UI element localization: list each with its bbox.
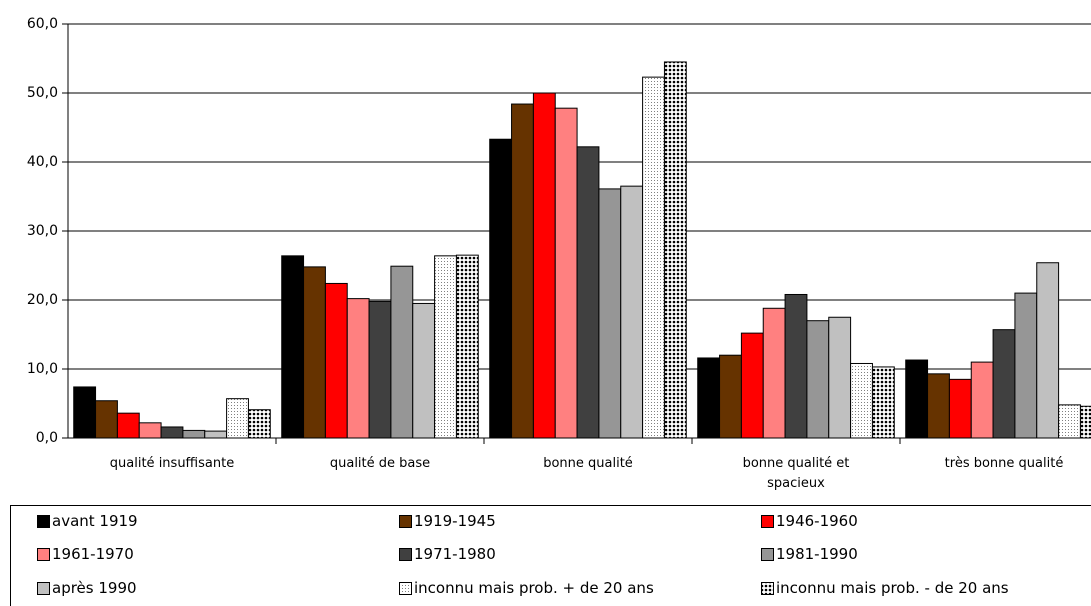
bar — [204, 430, 228, 439]
legend-swatch — [37, 548, 50, 561]
legend-label: avant 1919 — [52, 512, 138, 530]
bar — [73, 386, 97, 439]
y-tick-label: 0,0 — [36, 430, 58, 446]
legend-label: 1961-1970 — [52, 545, 134, 563]
y-tick-label: 40,0 — [27, 154, 58, 170]
bar — [970, 361, 994, 439]
bar — [992, 329, 1016, 439]
x-tick-label: qualité de base — [329, 456, 431, 471]
legend-label: 1946-1960 — [776, 512, 858, 530]
bar — [281, 255, 305, 439]
bar — [434, 255, 457, 439]
bar — [511, 103, 534, 439]
bar — [905, 359, 929, 439]
bar — [850, 362, 873, 439]
bar — [927, 373, 950, 439]
bar — [697, 357, 721, 439]
bar — [663, 61, 687, 439]
x-tick-label: qualité insuffisante — [109, 456, 235, 471]
x-tick-label: bonne qualité — [543, 456, 633, 471]
bar — [598, 188, 622, 439]
bar — [324, 282, 348, 439]
bar — [554, 107, 578, 439]
bar — [576, 146, 600, 439]
bar — [226, 398, 249, 439]
legend-swatch — [399, 548, 412, 561]
legend-label: 1981-1990 — [776, 545, 858, 563]
x-tick-label: très bonne qualité — [944, 456, 1064, 471]
bar — [1014, 292, 1038, 439]
legend-swatch — [37, 582, 50, 595]
legend-label: après 1990 — [52, 579, 137, 597]
bar — [1058, 404, 1081, 439]
bar — [303, 266, 326, 439]
bar — [455, 254, 479, 439]
legend-label: inconnu mais prob. - de 20 ans — [776, 579, 1009, 597]
bar — [806, 320, 830, 439]
legend-swatch — [761, 582, 774, 595]
bar — [390, 265, 414, 439]
legend-swatch — [399, 515, 412, 528]
bar — [160, 426, 184, 439]
legend-swatch — [761, 548, 774, 561]
y-tick-label: 10,0 — [27, 361, 58, 377]
y-tick-label: 30,0 — [27, 223, 58, 239]
bar — [116, 412, 140, 439]
bar — [412, 302, 436, 439]
bar — [247, 409, 271, 439]
legend-swatch — [761, 515, 774, 528]
y-tick-label: 50,0 — [27, 85, 58, 101]
legend-label: 1971-1980 — [414, 545, 496, 563]
y-tick-label: 20,0 — [27, 292, 58, 308]
y-tick-label: 60,0 — [27, 16, 58, 32]
bar — [784, 293, 808, 439]
bar — [871, 366, 895, 439]
bar — [182, 429, 206, 439]
bar — [948, 378, 972, 439]
bar — [138, 422, 162, 439]
bar — [346, 298, 370, 439]
bar — [1079, 405, 1091, 439]
bar — [828, 316, 852, 439]
legend-box — [10, 505, 1091, 606]
bar — [762, 307, 786, 439]
bar — [642, 76, 665, 439]
bar — [532, 92, 556, 439]
bar — [1036, 262, 1060, 439]
bar — [489, 138, 513, 439]
legend-swatch — [37, 515, 50, 528]
bar — [368, 300, 392, 439]
x-tick-label: bonne qualité et spacieux — [742, 456, 850, 491]
bar — [719, 354, 742, 439]
legend-label: inconnu mais prob. + de 20 ans — [414, 579, 654, 597]
bar — [620, 185, 644, 439]
legend-swatch — [399, 582, 412, 595]
bar — [95, 400, 118, 439]
legend-label: 1919-1945 — [414, 512, 496, 530]
bar — [740, 332, 764, 439]
